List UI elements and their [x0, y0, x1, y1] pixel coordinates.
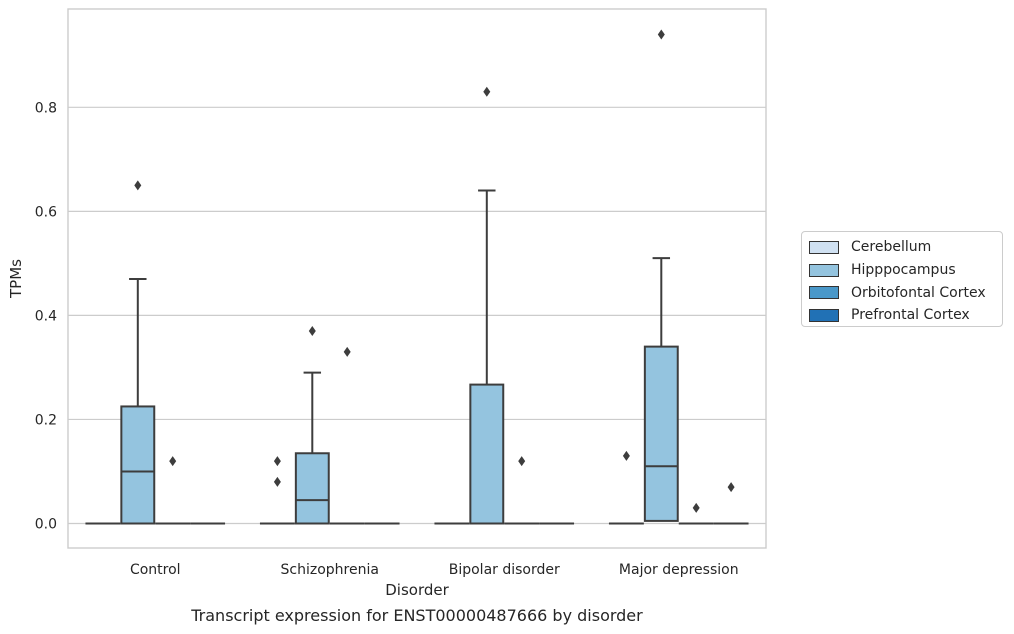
- y-tick-label-3: 0.6: [35, 204, 57, 220]
- flier-extra-0-1: [273, 476, 281, 487]
- flier-major-depression-orbitofontal-cortex-0: [692, 502, 700, 513]
- flier-bipolar-disorder-hipppocampus-0: [483, 86, 491, 97]
- flier-control-orbitofontal-cortex-0: [169, 456, 177, 467]
- legend-label-cerebellum: Cerebellum: [851, 239, 932, 256]
- legend-swatch-prefrontal: [809, 308, 839, 322]
- x-tick-label-control: Control: [130, 562, 181, 578]
- legend-item-hippocampus: Hipppocampus: [809, 259, 1002, 282]
- x-tick-label-bipolar-disorder: Bipolar disorder: [449, 562, 560, 578]
- y-tick-label-2: 0.4: [35, 308, 57, 324]
- flier-major-depression-hipppocampus-0: [657, 29, 665, 40]
- x-axis-title: Disorder: [385, 581, 449, 599]
- plot-frame: [67, 8, 767, 549]
- x-tick-label-major-depression: Major depression: [619, 562, 739, 578]
- legend-item-prefrontal: Prefrontal Cortex: [809, 304, 1002, 327]
- y-tick-label-4: 0.8: [35, 100, 57, 116]
- flier-control-hipppocampus-0: [134, 180, 142, 191]
- flier-bipolar-disorder-orbitofontal-cortex-0: [518, 456, 526, 467]
- flier-major-depression-cerebellum-0: [622, 450, 630, 461]
- flier-schizophrenia-hipppocampus-0: [308, 326, 316, 337]
- y-tick-label-1: 0.2: [35, 412, 57, 428]
- flier-schizophrenia-orbitofontal-cortex-0: [343, 346, 351, 357]
- y-axis-title: TPMs: [7, 259, 25, 299]
- legend: Cerebellum Hipppocampus Orbitofontal Cor…: [801, 231, 1003, 327]
- box-major-depression-hipppocampus: [643, 345, 679, 522]
- legend-item-orbitofrontal: Orbitofontal Cortex: [809, 281, 1002, 304]
- box-bipolar-disorder-hipppocampus: [469, 383, 505, 525]
- legend-swatch-cerebellum: [809, 240, 839, 254]
- chart-caption: Transcript expression for ENST0000048766…: [191, 606, 643, 625]
- flier-extra-0-0: [273, 456, 281, 467]
- legend-label-orbitofrontal: Orbitofontal Cortex: [851, 284, 986, 301]
- box-schizophrenia-hipppocampus: [294, 452, 330, 525]
- y-tick-label-0: 0.0: [35, 517, 57, 533]
- box-control-hipppocampus: [120, 405, 156, 525]
- flier-major-depression-prefrontal-cortex-0: [727, 482, 735, 493]
- legend-swatch-orbitofrontal: [809, 286, 839, 300]
- x-tick-label-schizophrenia: Schizophrenia: [281, 562, 379, 578]
- legend-label-hippocampus: Hipppocampus: [851, 262, 956, 279]
- legend-swatch-hippocampus: [809, 263, 839, 277]
- legend-label-prefrontal: Prefrontal Cortex: [851, 307, 970, 324]
- legend-item-cerebellum: Cerebellum: [809, 236, 1002, 259]
